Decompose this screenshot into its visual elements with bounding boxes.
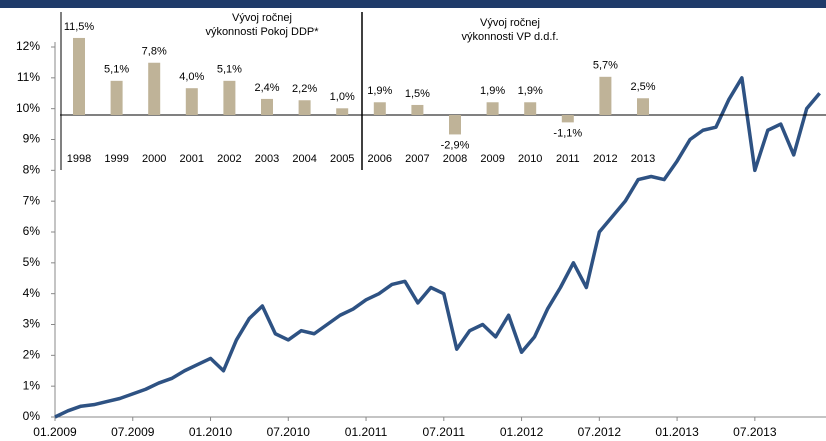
value-label: 11,5%	[64, 21, 95, 33]
category-label: 2012	[593, 153, 617, 165]
category-label: 1998	[67, 153, 91, 165]
category-label: 2013	[631, 153, 655, 165]
category-label: 1999	[104, 153, 128, 165]
x-tick-label: 07.2009	[111, 425, 155, 439]
bar	[261, 98, 273, 115]
value-label: 1,5%	[405, 88, 430, 100]
value-label: 5,7%	[593, 60, 618, 72]
value-label: 2,4%	[254, 82, 279, 94]
y-tick-label: 6%	[23, 224, 41, 238]
x-tick-label: 07.2010	[267, 425, 311, 439]
x-tick-label: 07.2013	[733, 425, 777, 439]
bar	[223, 80, 236, 115]
category-label: 2009	[480, 153, 504, 165]
y-tick-label: 8%	[23, 163, 41, 177]
x-tick-label: 01.2011	[345, 425, 388, 439]
x-tick-label: 07.2011	[423, 425, 466, 439]
x-tick-label: 01.2013	[655, 425, 699, 439]
value-label: 1,9%	[367, 85, 392, 97]
bar	[599, 76, 612, 115]
y-tick-label: 2%	[23, 348, 41, 362]
bar	[449, 115, 461, 135]
value-label: 1,9%	[518, 85, 543, 97]
bar	[336, 108, 349, 115]
bar	[298, 100, 311, 115]
y-tick-label: 11%	[17, 70, 40, 84]
y-tick-label: 7%	[23, 193, 41, 207]
bar	[637, 98, 649, 115]
annotation: výkonnosti Pokoj DDP*	[205, 26, 319, 38]
value-label: -1,1%	[553, 127, 582, 139]
value-label: 1,0%	[330, 91, 355, 103]
y-tick-label: 3%	[23, 317, 41, 331]
category-label: 2001	[180, 153, 204, 165]
value-label: 7,8%	[142, 46, 167, 58]
bar	[486, 102, 499, 115]
bar	[524, 102, 537, 115]
category-label: 2002	[217, 153, 241, 165]
annotation: výkonnosti VP d.d.f.	[461, 31, 558, 43]
x-tick-label: 01.2012	[500, 425, 544, 439]
y-tick-label: 5%	[23, 255, 41, 269]
category-label: 2008	[443, 153, 467, 165]
bar	[110, 80, 123, 115]
value-label: 2,2%	[292, 83, 317, 95]
category-label: 2006	[368, 153, 392, 165]
bar	[148, 62, 161, 115]
y-tick-label: 1%	[23, 378, 41, 392]
category-label: 2011	[556, 153, 580, 165]
y-tick-label: 10%	[16, 101, 40, 115]
y-tick-label: 4%	[23, 286, 41, 300]
category-label: 2003	[255, 153, 279, 165]
bar	[411, 104, 424, 115]
y-tick-label: 12%	[16, 39, 40, 53]
category-label: 2005	[330, 153, 354, 165]
value-label: 5,1%	[104, 64, 129, 76]
x-tick-label: 07.2012	[578, 425, 622, 439]
x-tick-label: 01.2010	[189, 425, 233, 439]
y-tick-label: 9%	[23, 132, 41, 146]
value-label: 4,0%	[179, 71, 204, 83]
annotation: Vývoj ročnej	[480, 17, 540, 29]
bar	[373, 102, 386, 115]
bar	[185, 88, 198, 115]
annotation: Vývoj ročnej	[232, 12, 292, 24]
value-label: 5,1%	[217, 64, 242, 76]
value-label: 1,9%	[480, 85, 505, 97]
bar	[561, 115, 574, 123]
value-label: -2,9%	[441, 139, 470, 151]
y-tick-label: 0%	[23, 409, 41, 423]
header-band	[0, 0, 826, 8]
category-label: 2010	[518, 153, 542, 165]
value-label: 2,5%	[630, 81, 655, 93]
category-label: 2007	[405, 153, 429, 165]
category-label: 2004	[292, 153, 316, 165]
line-series	[54, 76, 821, 419]
category-label: 2000	[142, 153, 166, 165]
bar	[73, 37, 85, 116]
x-tick-label: 01.2009	[33, 425, 77, 439]
